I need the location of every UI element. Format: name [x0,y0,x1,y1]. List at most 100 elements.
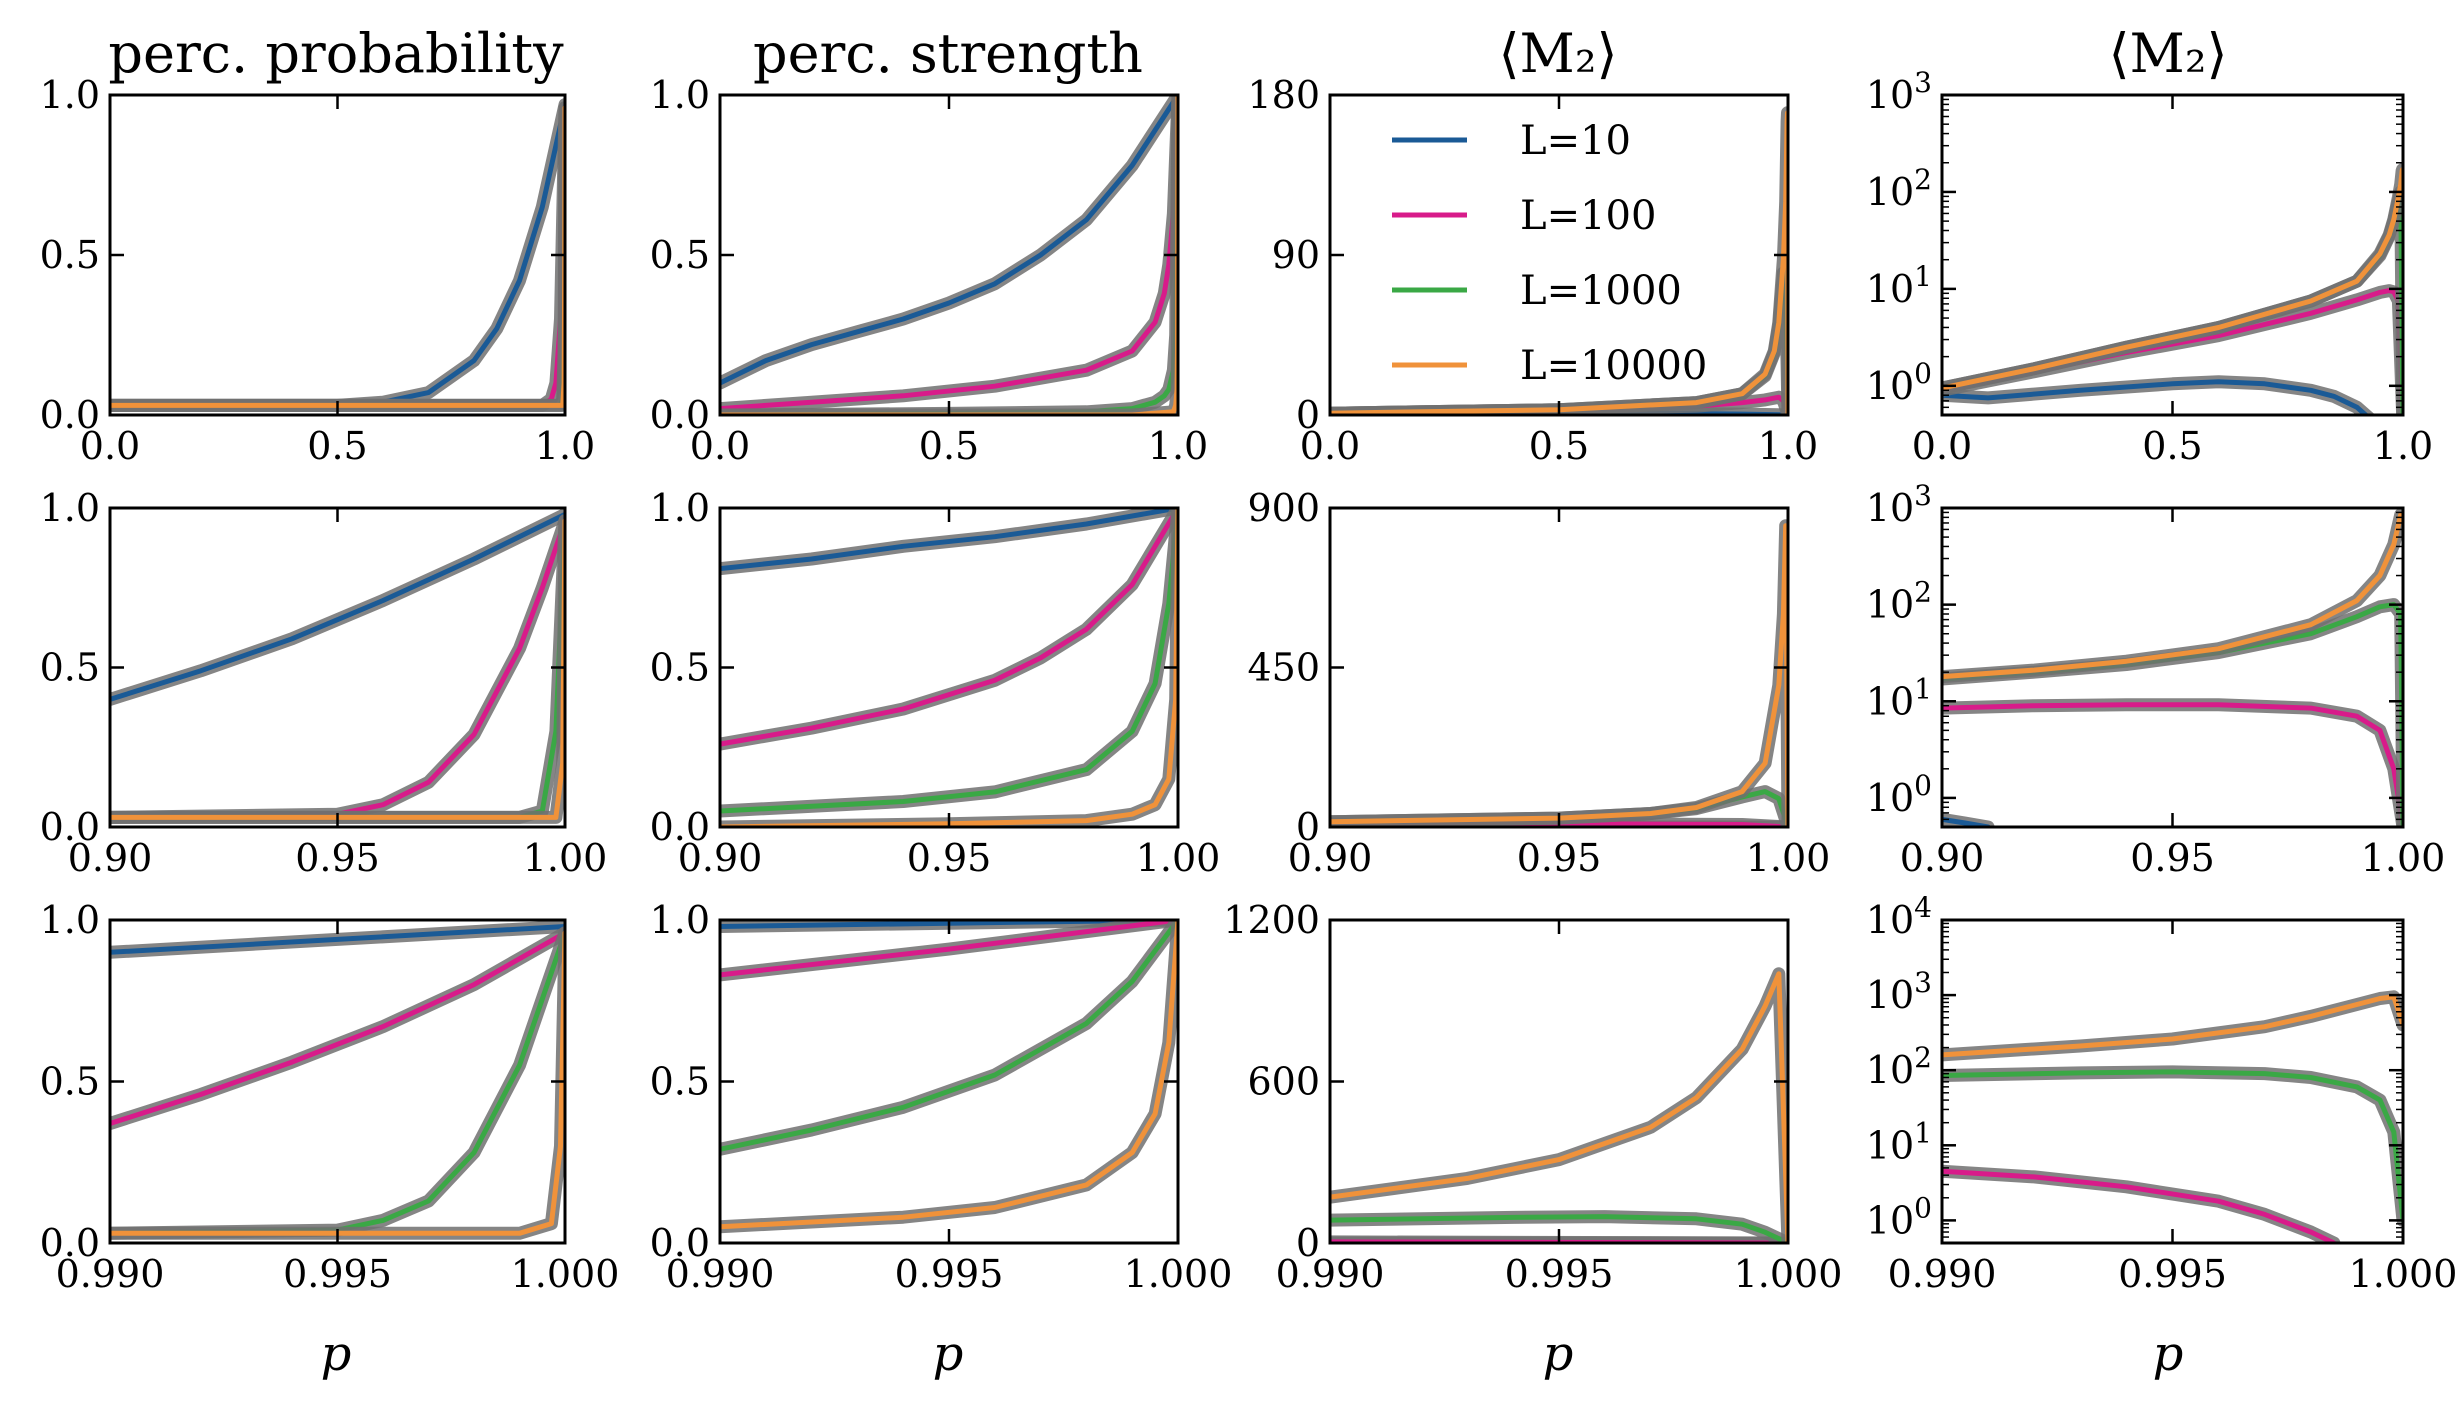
column-titles: perc. probability perc. strength ⟨M₂⟩ ⟨M… [108,22,2227,85]
series-band-L=10 [110,98,565,412]
y-ticks: 0.0 0.5 1.0 [40,73,565,437]
y-tick-label: 1.0 [650,486,710,530]
series-band-L=1000 [110,101,565,412]
series-line-L=1000 [720,508,1178,814]
x-tick-label: 0.95 [907,836,992,880]
x-tick-label: 0.990 [666,1252,775,1296]
x-tick-label: 0.0 [1300,424,1360,468]
x-ticks: 0.90 0.95 1.00 [1288,508,1830,880]
panels: 0.0 0.5 1.00.00.51.00.0 0.5 1.00.00.51.00.0 0… [40,66,2457,1296]
series-group [720,508,1178,827]
x-tick-label: 1.00 [2361,836,2446,880]
legend-label: L=10000 [1520,343,1707,389]
legend-item-L=1000: L=1000 [1392,268,1682,314]
y-tick-label: 103 [1866,966,1932,1017]
series-line-L=10000 [1942,167,2403,391]
series-line-L=100 [1942,702,2403,827]
y-tick-label: 101 [1866,1116,1932,1167]
x-tick-label: 0.995 [283,1252,392,1296]
x-tick-label: 0.990 [1888,1252,1997,1296]
y-ticks: 100 101 102 103 [1866,479,2403,820]
legend-item-L=10000: L=10000 [1392,343,1707,389]
series-group [110,508,565,824]
series-group [1942,508,2403,827]
x-tick-label: 0.90 [1900,836,1985,880]
series-line-L=10 [110,102,565,408]
series-line-L=1000 [110,518,565,820]
series-line-L=10 [720,95,1178,386]
x-ticks: 0.0 0.5 1.0 [690,95,1208,468]
x-tick-label: 0.95 [1517,836,1602,880]
panel-r1c4: 0.0 0.5 1.0 100 101 102 103 [1866,66,2433,468]
series-band-L=100 [1942,698,2403,827]
x-tick-label: 0.90 [678,836,763,880]
x-tick-label: 0.5 [307,424,367,468]
y-tick-label: 0.5 [650,1060,710,1104]
x-ticks: 0.0 0.5 1.0 [1912,95,2433,468]
x-axis-label-col-3: p [1543,1326,1574,1382]
series-band-L=10 [720,95,1178,390]
y-tick-label: 0.0 [650,805,710,849]
series-band-L=10000 [1942,990,2403,1062]
series-line-L=10 [110,924,565,955]
x-tick-label: 0.995 [895,1252,1004,1296]
y-tick-label: 0.5 [650,646,710,690]
y-tick-label: 0.5 [40,1060,100,1104]
series-band-L=100 [1942,1164,2341,1243]
x-tick-label: 0.0 [690,424,750,468]
series-band-L=100 [110,514,565,824]
panel-r2c4: 0.90 0.95 1.00 100 101 102 103 [1866,479,2445,880]
y-tick-label: 90 [1272,233,1320,277]
series-group [1330,967,1788,1243]
series-line-L=1000 [1942,1069,2403,1223]
series-line-L=10000 [1942,994,2403,1058]
panel-r1c1: 0.0 0.5 1.0 0.0 0.5 1.0 [40,73,596,468]
x-ticks: 0.90 0.95 1.00 [68,508,608,880]
x-ticks: 0.0 0.5 1.0 [1300,95,1818,468]
series-line-L=1000 [720,920,1178,1152]
axes-frame [1328,506,1790,829]
panel-r3c4: 0.990 0.995 1.000 100 101 102 103 104 [1866,891,2457,1296]
series-group [1942,163,2403,415]
legend: L=10 L=100 L=1000 L=10000 [1392,118,1707,389]
panel-r3c1: 0.990 0.995 1.000 0.0 0.5 1.0 [40,898,620,1296]
y-tick-label: 1.0 [40,73,100,117]
series-group [110,920,565,1240]
series-line-L=10000 [110,518,565,820]
y-ticks: 0.0 0.5 1.0 [650,486,1178,849]
y-tick-label: 104 [1866,891,1932,942]
y-tick-label: 0.0 [40,393,100,437]
legend-label: L=1000 [1520,268,1682,314]
series-line-L=100 [110,518,565,820]
series-band-L=10000 [1942,508,2403,684]
series-line-L=10000 [1942,512,2403,680]
y-minor-ticks [1942,922,2403,1244]
y-tick-label: 102 [1866,576,1932,627]
series-line-L=10000 [720,508,1178,827]
y-tick-label: 1.0 [650,73,710,117]
x-tick-label: 1.00 [523,836,608,880]
x-tick-label: 0.5 [919,424,979,468]
x-ticks: 0.0 0.5 1.0 [80,95,595,468]
y-tick-label: 100 [1866,769,1932,820]
x-tick-label: 1.0 [1758,424,1818,468]
series-band-L=10000 [110,514,565,824]
series-band-L=10000 [1330,519,1788,827]
x-tick-label: 1.0 [2373,424,2433,468]
series-line-L=100 [720,508,1178,747]
y-tick-label: 1.0 [40,898,100,942]
y-tick-label: 103 [1866,66,1932,117]
column-title-3: ⟨M₂⟩ [1498,22,1617,85]
series-group [720,95,1178,415]
y-tick-label: 0.0 [40,1221,100,1265]
series-group [720,920,1178,1234]
panel-r3c3: 0.990 0.995 1.000 0 600 1200 [1223,898,1842,1296]
y-tick-label: 900 [1247,486,1320,530]
series-line-L=1000 [1330,1214,1788,1243]
panel-r2c3: 0.90 0.95 1.00 0 450 900 [1247,486,1830,880]
series-line-L=10 [110,511,565,702]
legend-label: L=10 [1520,118,1631,164]
x-tick-label: 1.00 [1136,836,1221,880]
y-tick-label: 0 [1296,393,1320,437]
x-tick-label: 1.0 [535,424,595,468]
